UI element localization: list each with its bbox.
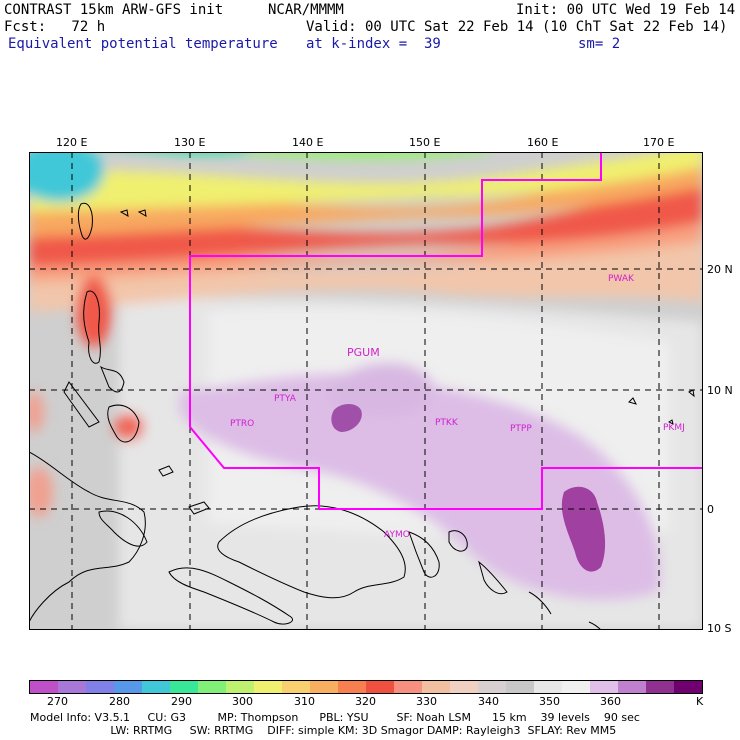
lon-label: 130 E [174, 136, 206, 149]
colorbar-swatch [226, 681, 254, 693]
level-label: at k-index = 39 [306, 36, 441, 52]
colorbar-swatch [254, 681, 282, 693]
station-label: AYMO [384, 530, 410, 540]
colorbar-swatch [338, 681, 366, 693]
colorbar-swatch [506, 681, 534, 693]
colorbar-swatch [394, 681, 422, 693]
lon-label: 160 E [527, 136, 559, 149]
colorbar-swatch [534, 681, 562, 693]
colorbar-label: 290 [171, 695, 192, 708]
colorbar-label: 310 [294, 695, 315, 708]
valid-time: Valid: 00 UTC Sat 22 Feb 14 (10 ChT Sat … [306, 19, 728, 35]
colorbar-swatch [310, 681, 338, 693]
colorbar-swatch [366, 681, 394, 693]
colorbar-swatch [30, 681, 58, 693]
colorbar-swatch [114, 681, 142, 693]
colorbar-swatch [282, 681, 310, 693]
lat-label: 10 N [707, 384, 733, 397]
colorbar-label: 350 [539, 695, 560, 708]
smoothing-label: sm= 2 [578, 36, 621, 52]
organization: NCAR/MMMM [268, 2, 344, 18]
theta-e-map [29, 152, 703, 630]
colorbar-swatch [618, 681, 646, 693]
colorbar-label: 340 [478, 695, 499, 708]
station-label: PTYA [274, 394, 296, 404]
colorbar-swatch [198, 681, 226, 693]
colorbar-label: 270 [47, 695, 68, 708]
colorbar-swatch [646, 681, 674, 693]
station-label: PGUM [347, 346, 380, 359]
station-label: PTPP [510, 424, 532, 434]
colorbar-swatch [478, 681, 506, 693]
colorbar-swatch [422, 681, 450, 693]
colorbar-label: 300 [232, 695, 253, 708]
forecast-hour: Fcst: 72 h [4, 19, 106, 35]
lon-label: 140 E [292, 136, 324, 149]
colorbar [29, 680, 703, 694]
lat-label: 20 N [707, 263, 733, 276]
model-title: CONTRAST 15km ARW-GFS init [4, 2, 224, 18]
lat-label: 0 [707, 503, 714, 516]
lon-label: 170 E [643, 136, 675, 149]
colorbar-label: 280 [109, 695, 130, 708]
colorbar-swatch [590, 681, 618, 693]
lon-label: 150 E [409, 136, 441, 149]
station-label: PTKK [435, 418, 458, 428]
lat-label: 10 S [707, 622, 732, 635]
lon-label: 120 E [56, 136, 88, 149]
colorbar-swatch [142, 681, 170, 693]
colorbar-swatch [562, 681, 590, 693]
colorbar-swatch [86, 681, 114, 693]
model-info-line2: LW: RRTMG SW: RRTMG DIFF: simple KM: 3D … [30, 724, 617, 737]
colorbar-label: 320 [355, 695, 376, 708]
colorbar-swatch [170, 681, 198, 693]
station-label: PTRO [230, 419, 255, 429]
colorbar-swatch [450, 681, 478, 693]
station-label: PKMJ [663, 423, 685, 433]
init-time: Init: 00 UTC Wed 19 Feb 14 [516, 2, 736, 18]
model-info-line1: Model Info: V3.5.1 CU: G3 MP: Thompson P… [30, 711, 640, 724]
station-label: PWAK [608, 274, 634, 284]
colorbar-swatch [58, 681, 86, 693]
colorbar-unit: K [696, 695, 704, 708]
colorbar-swatch [674, 681, 702, 693]
colorbar-label: 360 [600, 695, 621, 708]
field-name: Equivalent potential temperature [8, 36, 278, 52]
colorbar-label: 330 [416, 695, 437, 708]
